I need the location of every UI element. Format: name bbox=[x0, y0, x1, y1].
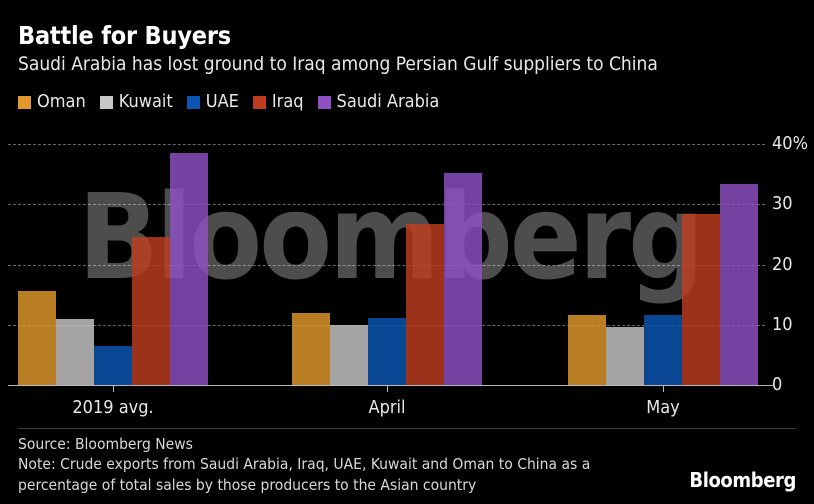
chart-footer: Source: Bloomberg News Note: Crude expor… bbox=[18, 434, 678, 495]
legend-item-uae[interactable]: UAE bbox=[186, 91, 239, 112]
plot-area bbox=[8, 120, 773, 386]
source-text: Source: Bloomberg News bbox=[18, 435, 193, 453]
gridline bbox=[8, 264, 765, 266]
legend-swatch-icon bbox=[99, 95, 113, 109]
axis-baseline bbox=[8, 385, 773, 386]
plot-container: 0 10 20 30 40% bbox=[0, 120, 814, 394]
y-axis-tick-label: 0 bbox=[772, 374, 783, 395]
legend-swatch-icon bbox=[317, 95, 331, 109]
y-axis-tick-label: 20 bbox=[772, 253, 793, 275]
x-axis-tick-mark bbox=[113, 386, 114, 392]
x-axis-tick-mark bbox=[387, 386, 388, 392]
gridline bbox=[8, 144, 765, 145]
bloomberg-logo: Bloomberg bbox=[689, 468, 796, 492]
legend-swatch-icon bbox=[186, 95, 200, 109]
legend-item-saudi-arabia[interactable]: Saudi Arabia bbox=[317, 91, 440, 112]
chart-title: Battle for Buyers bbox=[18, 21, 231, 50]
legend-label: UAE bbox=[205, 91, 239, 112]
x-axis-tick-label: 2019 avg. bbox=[72, 397, 154, 418]
gridline bbox=[8, 204, 765, 206]
legend-swatch-icon bbox=[18, 95, 31, 109]
chart-header: Battle for Buyers Saudi Arabia has lost … bbox=[18, 22, 798, 75]
legend-label: Iraq bbox=[271, 91, 304, 112]
legend-item-kuwait[interactable]: Kuwait bbox=[99, 91, 173, 112]
gridline bbox=[8, 324, 765, 326]
legend-item-oman[interactable]: Oman bbox=[18, 93, 86, 111]
x-axis-tick-mark bbox=[663, 386, 664, 392]
note-text: Note: Crude exports from Saudi Arabia, I… bbox=[18, 455, 591, 494]
legend-label: Saudi Arabia bbox=[336, 91, 440, 112]
x-axis-tick-label: May bbox=[646, 397, 680, 418]
chart-legend: Oman Kuwait UAE Iraq Saudi Arabia bbox=[18, 93, 439, 111]
y-axis-tick-label: 40% bbox=[772, 133, 808, 154]
legend-label: Oman bbox=[37, 91, 86, 112]
legend-label: Kuwait bbox=[118, 91, 173, 112]
y-axis-tick-label: 10 bbox=[772, 313, 793, 335]
x-axis-tick-label: April bbox=[368, 397, 406, 418]
footer-divider bbox=[18, 428, 796, 429]
y-axis-tick-label: 30 bbox=[772, 193, 793, 215]
chart-subtitle: Saudi Arabia has lost ground to Iraq amo… bbox=[18, 52, 658, 75]
legend-swatch-icon bbox=[252, 95, 266, 109]
legend-item-iraq[interactable]: Iraq bbox=[252, 91, 304, 112]
